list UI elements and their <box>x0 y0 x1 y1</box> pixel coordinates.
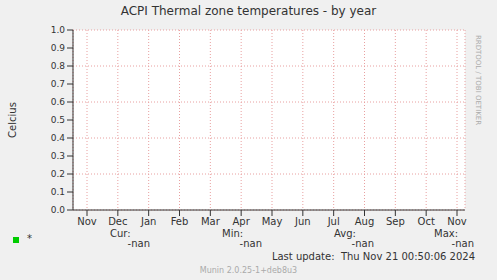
svg-text:0.2: 0.2 <box>51 169 65 179</box>
html-text:Cur:: Cur: <box>110 228 131 239</box>
html-text:-nan: -nan <box>351 238 374 249</box>
svg-text:Mar: Mar <box>201 216 221 227</box>
svg-text:0.3: 0.3 <box>51 151 65 161</box>
svg-text:Apr: Apr <box>233 216 251 227</box>
html-text:ACPI Thermal zone temperatures: ACPI Thermal zone temperatures - by year <box>120 4 377 18</box>
svg-text:0.8: 0.8 <box>51 61 66 71</box>
svg-text:Nov: Nov <box>447 216 467 227</box>
svg-text:Aug: Aug <box>355 216 375 227</box>
svg-text:May: May <box>262 216 283 227</box>
html-text:Min:: Min: <box>222 228 244 239</box>
html-text:-nan: -nan <box>239 238 262 249</box>
html-text:Munin 2.0.25-1+deb8u3: Munin 2.0.25-1+deb8u3 <box>199 266 298 275</box>
svg-text:0.9: 0.9 <box>51 43 66 53</box>
html-text:Max:: Max: <box>434 228 458 239</box>
html-text:RRDTOOL / TOBI OETIKER: RRDTOOL / TOBI OETIKER <box>474 34 482 126</box>
svg-text:Jul: Jul <box>327 216 340 227</box>
html-text:Celcius: Celcius <box>6 102 18 138</box>
svg-text:1.0: 1.0 <box>51 25 66 35</box>
svg-text:0.0: 0.0 <box>51 205 66 215</box>
svg-text:Dec: Dec <box>108 216 127 227</box>
svg-text:0.6: 0.6 <box>51 97 66 107</box>
svg-text:Sep: Sep <box>386 216 405 227</box>
svg-text:Oct: Oct <box>418 216 435 227</box>
html-text:Last update: Thu Nov 21 00:50:: Last update: Thu Nov 21 00:50:06 2024 <box>271 251 475 262</box>
svg-text:Feb: Feb <box>171 216 189 227</box>
html-text:Avg:: Avg: <box>334 228 356 239</box>
svg-text:Jun: Jun <box>294 216 311 227</box>
html-text:-nan: -nan <box>127 238 150 249</box>
svg-text:0.1: 0.1 <box>51 187 65 197</box>
svg-text:0.7: 0.7 <box>51 79 65 89</box>
svg-text:Nov: Nov <box>77 216 97 227</box>
svg-text:0.5: 0.5 <box>51 115 65 125</box>
svg-text:0.4: 0.4 <box>51 133 66 143</box>
html-text:-nan: -nan <box>451 238 474 249</box>
svg-text:Jan: Jan <box>140 216 156 227</box>
